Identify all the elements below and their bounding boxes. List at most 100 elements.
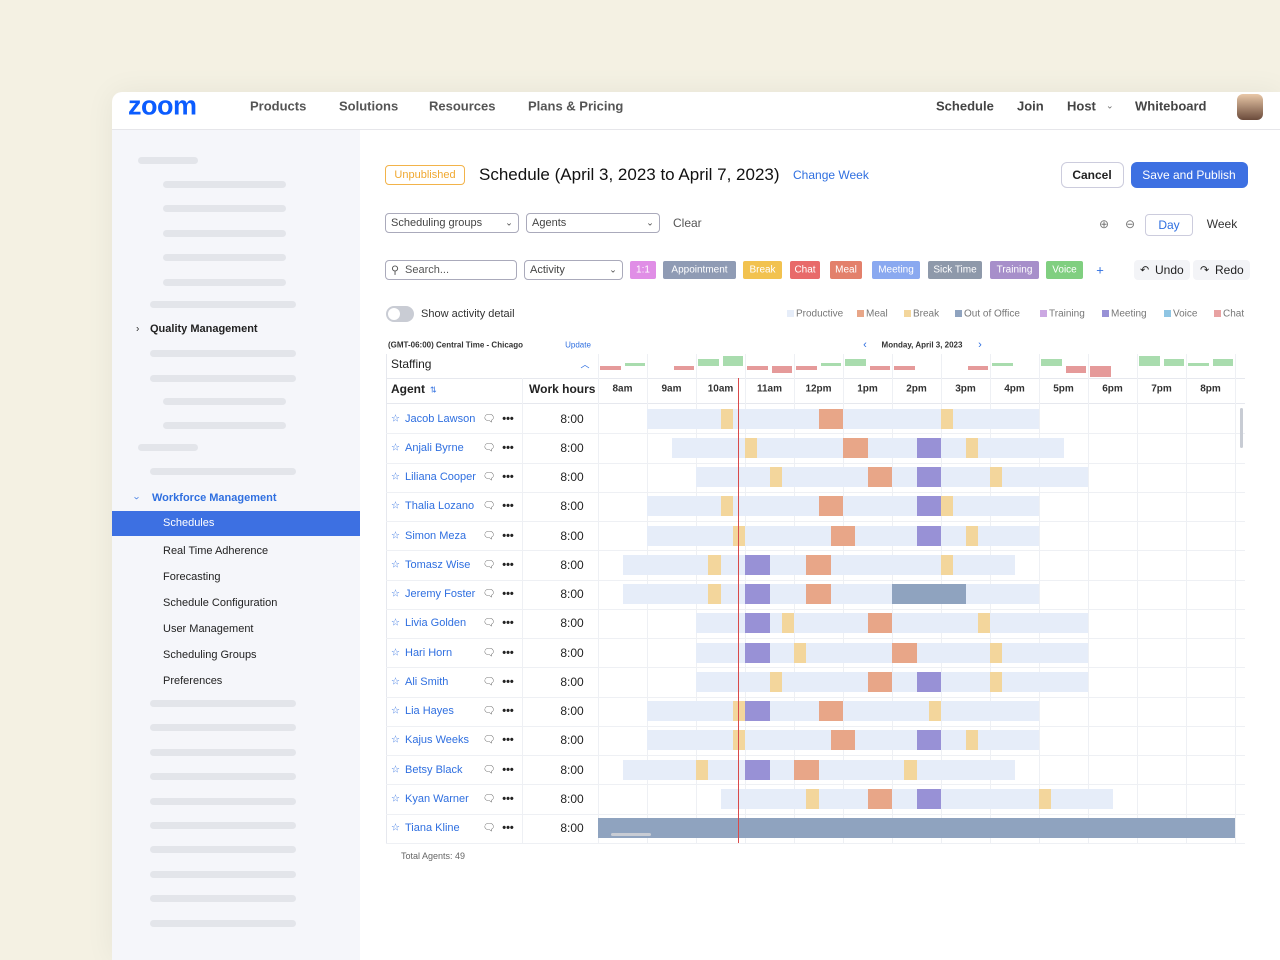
comment-icon[interactable]: 🗨 [482, 530, 496, 542]
more-icon[interactable]: ••• [502, 500, 514, 513]
button-text[interactable]: Redo [1215, 263, 1244, 277]
more-icon[interactable]: ••• [502, 675, 514, 688]
nav-link[interactable]: Solutions [339, 98, 399, 114]
arrow[interactable]: › [978, 339, 982, 351]
comment-icon[interactable]: 🗨 [482, 764, 496, 776]
chip-text[interactable]: Appointment [671, 264, 728, 276]
add-button[interactable]: + [1096, 262, 1104, 278]
arrow[interactable]: ‹ [863, 339, 867, 351]
sidebar-item[interactable]: Scheduling Groups [163, 649, 257, 661]
nav-link[interactable]: Host [1067, 98, 1096, 114]
chip-text[interactable]: Chat [794, 264, 816, 276]
agent-name[interactable]: Anjali Byrne [405, 441, 464, 454]
zoom-icon[interactable]: ⊕ [1098, 217, 1110, 231]
comment-icon[interactable]: 🗨 [482, 588, 496, 600]
comment-icon[interactable]: 🗨 [482, 734, 496, 746]
chip[interactable] [830, 261, 862, 279]
comment-icon[interactable]: 🗨 [482, 705, 496, 717]
chip[interactable] [630, 261, 656, 279]
sidebar-section[interactable]: Quality Management [150, 323, 258, 335]
comment-icon[interactable]: 🗨 [482, 822, 496, 834]
agent-name[interactable]: Kyan Warner [405, 792, 469, 805]
nav-link[interactable]: Plans & Pricing [528, 98, 624, 114]
nav-link[interactable]: Resources [429, 98, 496, 114]
button[interactable] [1193, 260, 1250, 280]
more-icon[interactable]: ••• [502, 441, 514, 454]
nav-link[interactable]: Products [250, 98, 307, 114]
nav-link[interactable]: Schedule [936, 98, 994, 114]
comment-icon[interactable]: 🗨 [482, 500, 496, 512]
link[interactable]: Clear [673, 216, 702, 230]
chip[interactable] [872, 261, 920, 279]
chip-text[interactable]: Meal [835, 264, 857, 276]
more-icon[interactable]: ••• [502, 763, 514, 776]
chip-text[interactable]: Break [749, 264, 776, 276]
chip-text[interactable]: Training [996, 264, 1033, 276]
sidebar-item[interactable]: User Management [163, 623, 254, 635]
comment-icon[interactable]: 🗨 [482, 676, 496, 688]
chip-text[interactable]: 1:1 [636, 264, 650, 276]
more-icon[interactable]: ••• [502, 617, 514, 630]
chip-text[interactable]: Voice [1052, 264, 1077, 276]
comment-icon[interactable]: 🗨 [482, 559, 496, 571]
select[interactable] [524, 260, 623, 280]
more-icon[interactable]: ••• [502, 705, 514, 718]
button-text[interactable]: Save and Publish [1142, 168, 1236, 182]
chip[interactable] [790, 261, 820, 279]
agent-name[interactable]: Ali Smith [405, 675, 449, 688]
sidebar-item[interactable]: Preferences [163, 675, 223, 687]
agent-name[interactable]: Simon Meza [405, 529, 467, 542]
button[interactable] [1134, 260, 1190, 280]
toggle-text[interactable]: Day [1158, 218, 1180, 232]
agent-name[interactable]: Tiana Kline [405, 822, 460, 835]
more-icon[interactable]: ••• [502, 646, 514, 659]
chip[interactable] [663, 261, 736, 279]
chip[interactable] [743, 261, 782, 279]
select-text[interactable]: Activity [530, 264, 565, 276]
toggle-text[interactable]: Week [1206, 217, 1238, 231]
chip[interactable] [1046, 261, 1083, 279]
more-icon[interactable]: ••• [502, 558, 514, 571]
select[interactable] [526, 213, 660, 233]
comment-icon[interactable]: 🗨 [482, 413, 496, 425]
comment-icon[interactable]: 🗨 [482, 471, 496, 483]
toggle-active[interactable] [1145, 214, 1193, 236]
agent-name[interactable]: Tomasz Wise [405, 558, 471, 571]
sidebar-item[interactable]: Schedules [163, 517, 215, 529]
button-primary[interactable] [1131, 162, 1248, 188]
agent-name[interactable]: Jacob Lawson [405, 412, 476, 425]
agent-name[interactable]: Jeremy Foster [405, 588, 476, 601]
agent-name[interactable]: Lia Hayes [405, 705, 454, 718]
sidebar-item[interactable]: Real Time Adherence [163, 545, 269, 557]
sidebar-item[interactable]: Forecasting [163, 571, 221, 583]
link[interactable]: Update [565, 340, 591, 350]
button[interactable] [1061, 162, 1124, 188]
comment-icon[interactable]: 🗨 [482, 793, 496, 805]
more-icon[interactable]: ••• [502, 792, 514, 805]
chip[interactable] [990, 261, 1039, 279]
zoom-icon[interactable]: ⊖ [1124, 217, 1136, 231]
nav-link[interactable]: Whiteboard [1135, 98, 1207, 114]
caret[interactable]: ︿ [580, 359, 590, 370]
more-icon[interactable]: ••• [502, 734, 514, 747]
agent-name[interactable]: Livia Golden [405, 617, 467, 630]
sidebar-section[interactable]: Workforce Management [152, 492, 277, 504]
chip[interactable] [928, 261, 982, 279]
select[interactable] [385, 213, 519, 233]
more-icon[interactable]: ••• [502, 822, 514, 835]
agent-name[interactable]: Hari Horn [405, 646, 453, 659]
link[interactable]: Change Week [793, 168, 869, 182]
agent-name[interactable]: Liliana Cooper [405, 471, 476, 484]
select-text[interactable]: Scheduling groups [391, 217, 483, 229]
more-icon[interactable]: ••• [502, 412, 514, 425]
chip-text[interactable]: Meeting [878, 264, 914, 276]
nav-link[interactable]: Join [1017, 98, 1044, 114]
more-icon[interactable]: ••• [502, 588, 514, 601]
comment-icon[interactable]: 🗨 [482, 617, 496, 629]
comment-icon[interactable]: 🗨 [482, 442, 496, 454]
select-text[interactable]: Agents [532, 217, 567, 229]
search[interactable] [385, 260, 517, 280]
chip-text[interactable]: Sick Time [933, 264, 977, 276]
button-text[interactable]: Cancel [1072, 168, 1112, 182]
agent-name[interactable]: Kajus Weeks [405, 734, 469, 747]
